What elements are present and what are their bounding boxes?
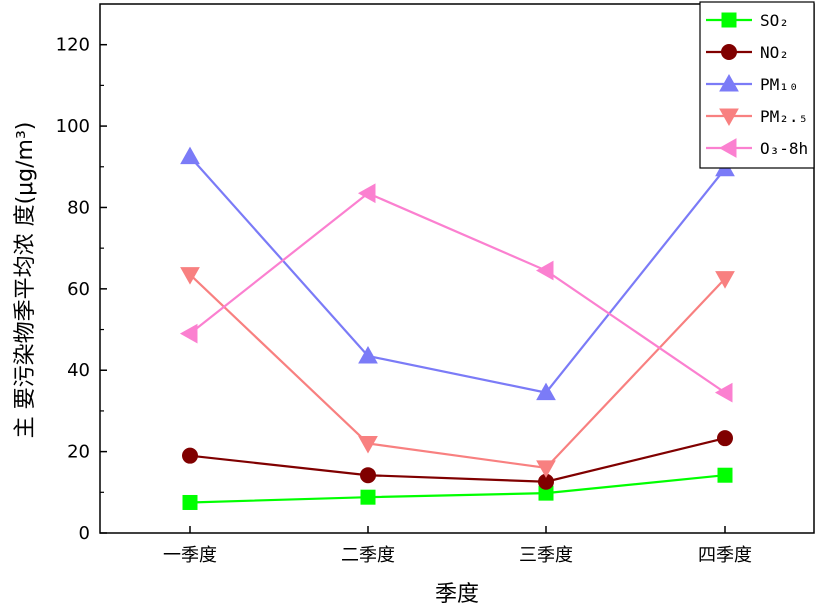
y-tick-label: 100 <box>56 116 90 137</box>
x-tick-label: 二季度 <box>341 545 395 566</box>
legend-entry: PM₂.₅ <box>706 107 808 127</box>
y-tick-label: 0 <box>79 523 90 544</box>
legend: SO₂ NO₂ PM₁₀ PM₂.₅ O₃-8h <box>699 1 815 169</box>
y-axis: 0 20 40 60 80 100 120 <box>56 35 107 544</box>
legend-entry: NO₂ <box>706 43 789 62</box>
legend-label: PM₂.₅ <box>760 107 808 126</box>
series-line <box>189 191 726 394</box>
legend-label: NO₂ <box>760 43 789 62</box>
data-point <box>180 267 200 285</box>
data-point <box>358 435 378 454</box>
y-tick-label: 80 <box>67 197 90 218</box>
legend-marker <box>721 44 737 60</box>
legend-label: PM₁₀ <box>760 75 799 94</box>
data-point <box>180 146 200 165</box>
data-point <box>360 467 376 484</box>
legend-marker <box>718 138 737 158</box>
series-line <box>189 155 726 394</box>
series-1 <box>182 467 733 510</box>
data-point <box>358 345 378 364</box>
legend-marker <box>719 108 739 127</box>
data-point <box>717 430 733 447</box>
data-point <box>357 183 376 204</box>
x-axis: 一季度 二季度 三季度 四季度 <box>163 526 752 566</box>
legend-label: SO₂ <box>760 11 789 30</box>
series-3 <box>180 146 735 401</box>
y-tick-label: 20 <box>67 442 90 463</box>
data-point <box>717 467 733 483</box>
legend-entry: SO₂ <box>706 11 789 30</box>
series-line <box>189 437 726 483</box>
legend-label: O₃-8h <box>760 139 808 158</box>
data-point <box>182 447 198 464</box>
legend-entry: O₃-8h <box>706 138 808 158</box>
data-point <box>360 489 376 505</box>
series-line <box>189 474 726 504</box>
plot-frame <box>99 3 815 534</box>
legend-entry: PM₁₀ <box>706 73 799 94</box>
y-tick-label: 40 <box>67 360 90 381</box>
y-tick-label: 120 <box>56 35 90 56</box>
legend-marker <box>721 12 737 28</box>
data-point <box>715 271 735 289</box>
data-point <box>536 382 556 401</box>
series-2 <box>182 430 733 490</box>
data-point <box>536 460 556 478</box>
y-axis-title: 主 要污染物季平均浓 度(μg/m³) <box>13 122 38 439</box>
series-4 <box>180 267 735 478</box>
series-line <box>189 273 726 470</box>
x-tick-label: 三季度 <box>519 545 573 566</box>
series-layer <box>179 146 735 510</box>
x-tick-label: 四季度 <box>698 545 752 566</box>
data-point <box>179 323 198 344</box>
legend-marker <box>719 73 739 92</box>
y-tick-label: 60 <box>67 279 90 300</box>
data-point <box>714 382 733 403</box>
series-5 <box>179 183 733 403</box>
data-point <box>535 260 554 281</box>
plot-border <box>99 3 815 534</box>
data-point <box>182 494 198 510</box>
x-axis-title: 季度 <box>435 582 479 607</box>
x-tick-label: 一季度 <box>163 545 217 566</box>
